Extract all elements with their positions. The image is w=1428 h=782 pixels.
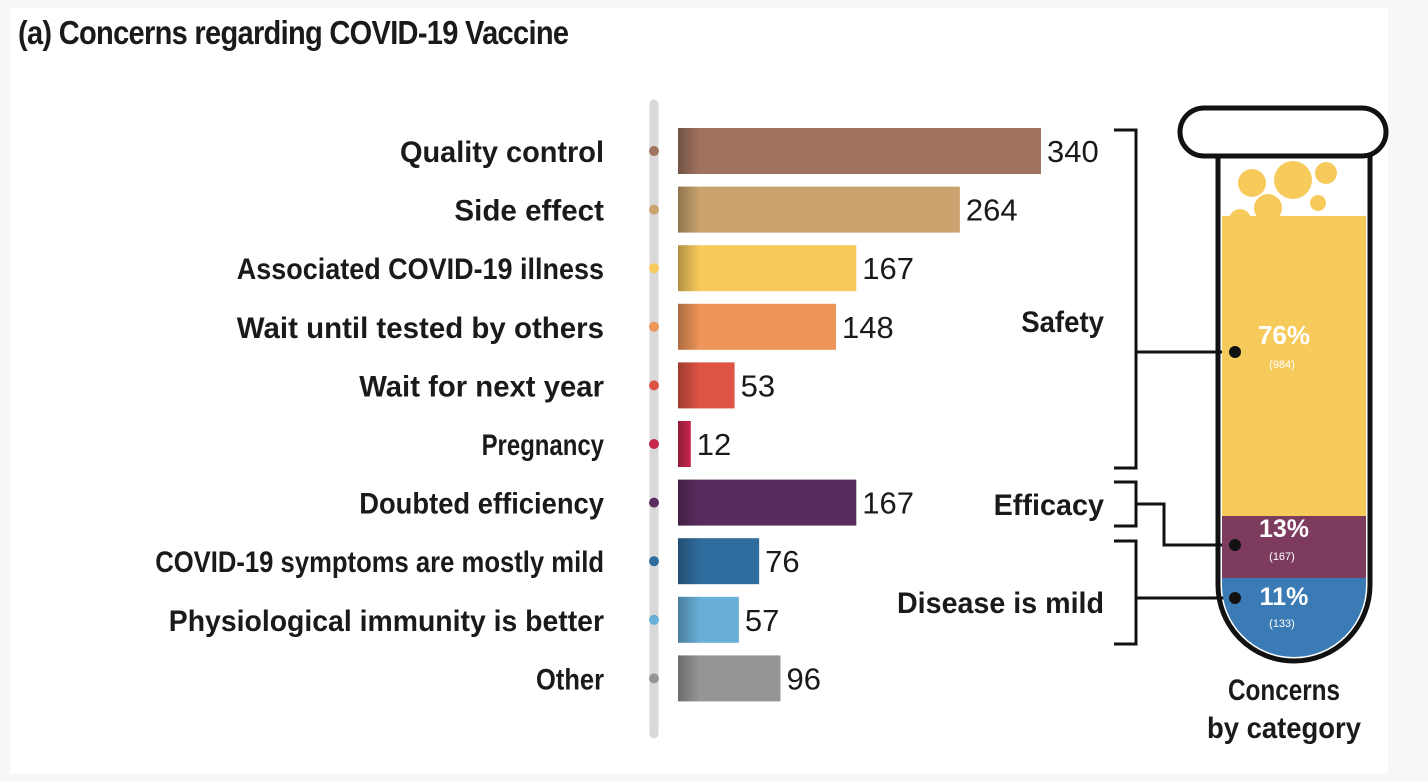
bar	[678, 655, 781, 702]
bar-label: Side effect	[454, 195, 604, 228]
connector-dot	[1229, 539, 1241, 551]
bar	[678, 362, 735, 409]
tube-count: (167)	[1269, 551, 1295, 563]
value-label: 167	[862, 486, 914, 521]
bubble	[1254, 194, 1282, 222]
axis-dot	[649, 673, 659, 684]
tube-segment-safety	[1222, 216, 1366, 516]
value-label: 53	[741, 368, 775, 403]
group-bracket	[1114, 128, 1138, 470]
tube-caption: by category	[1207, 712, 1361, 745]
axis-dot	[649, 146, 659, 156]
axis-dot	[649, 380, 659, 391]
bar	[678, 128, 1041, 174]
connector-dot	[1229, 346, 1241, 358]
value-label: 148	[842, 310, 894, 345]
tube-outline	[1215, 150, 1373, 664]
connector-line	[1136, 502, 1235, 547]
group-label: Efficacy	[994, 489, 1105, 522]
bar-label: Wait until tested by others	[237, 312, 604, 345]
bar-label: Wait for next year	[359, 370, 604, 403]
group-bracket	[1114, 539, 1138, 646]
tube-segment-efficacy	[1222, 516, 1366, 578]
axis-dot	[649, 321, 659, 332]
group-label: Disease is mild	[897, 587, 1104, 620]
bar	[678, 245, 857, 292]
bar-label: Doubted efficiency	[359, 488, 604, 521]
tube-percent: 76%	[1258, 320, 1310, 350]
bar-label: Other	[536, 663, 604, 696]
bubble	[1274, 161, 1312, 199]
value-label: 12	[697, 427, 731, 462]
bar	[678, 479, 857, 526]
tube-count: (984)	[1269, 359, 1295, 371]
bubble	[1310, 195, 1326, 211]
tube-percent: 11%	[1260, 583, 1309, 611]
axis-dot	[649, 556, 659, 567]
tube-caption: Concerns	[1228, 674, 1340, 707]
axis-dot	[649, 614, 659, 625]
tube-percent: 13%	[1259, 515, 1309, 543]
value-label: 96	[786, 661, 820, 696]
bubble	[1315, 162, 1337, 184]
bar	[678, 186, 960, 233]
bar	[678, 303, 837, 350]
value-label: 167	[862, 251, 914, 286]
tube-count: (133)	[1269, 618, 1295, 630]
axis-dot	[649, 497, 659, 508]
bar	[678, 538, 760, 585]
bar-label: Physiological immunity is better	[169, 605, 605, 638]
tube-cap	[1177, 105, 1389, 159]
axis-dot	[649, 204, 659, 215]
axis-dot	[649, 439, 659, 449]
bar-label: COVID-19 symptoms are mostly mild	[155, 546, 604, 579]
bar	[678, 596, 739, 643]
value-label: 57	[745, 603, 779, 638]
axis-dot	[649, 263, 659, 274]
bar	[678, 421, 691, 467]
bubble	[1229, 209, 1251, 231]
connector-dot	[1229, 592, 1241, 604]
value-label: 340	[1047, 134, 1099, 169]
value-label: 76	[765, 544, 799, 579]
bar-label: Quality control	[400, 136, 604, 169]
group-bracket	[1114, 480, 1138, 528]
bubble	[1238, 169, 1266, 197]
bar-label: Pregnancy	[482, 429, 605, 462]
value-label: 264	[966, 193, 1018, 228]
bar-label: Associated COVID-19 illness	[237, 253, 604, 286]
group-label: Safety	[1021, 306, 1104, 339]
chart-title: (a) Concerns regarding COVID-19 Vaccine	[18, 14, 569, 51]
